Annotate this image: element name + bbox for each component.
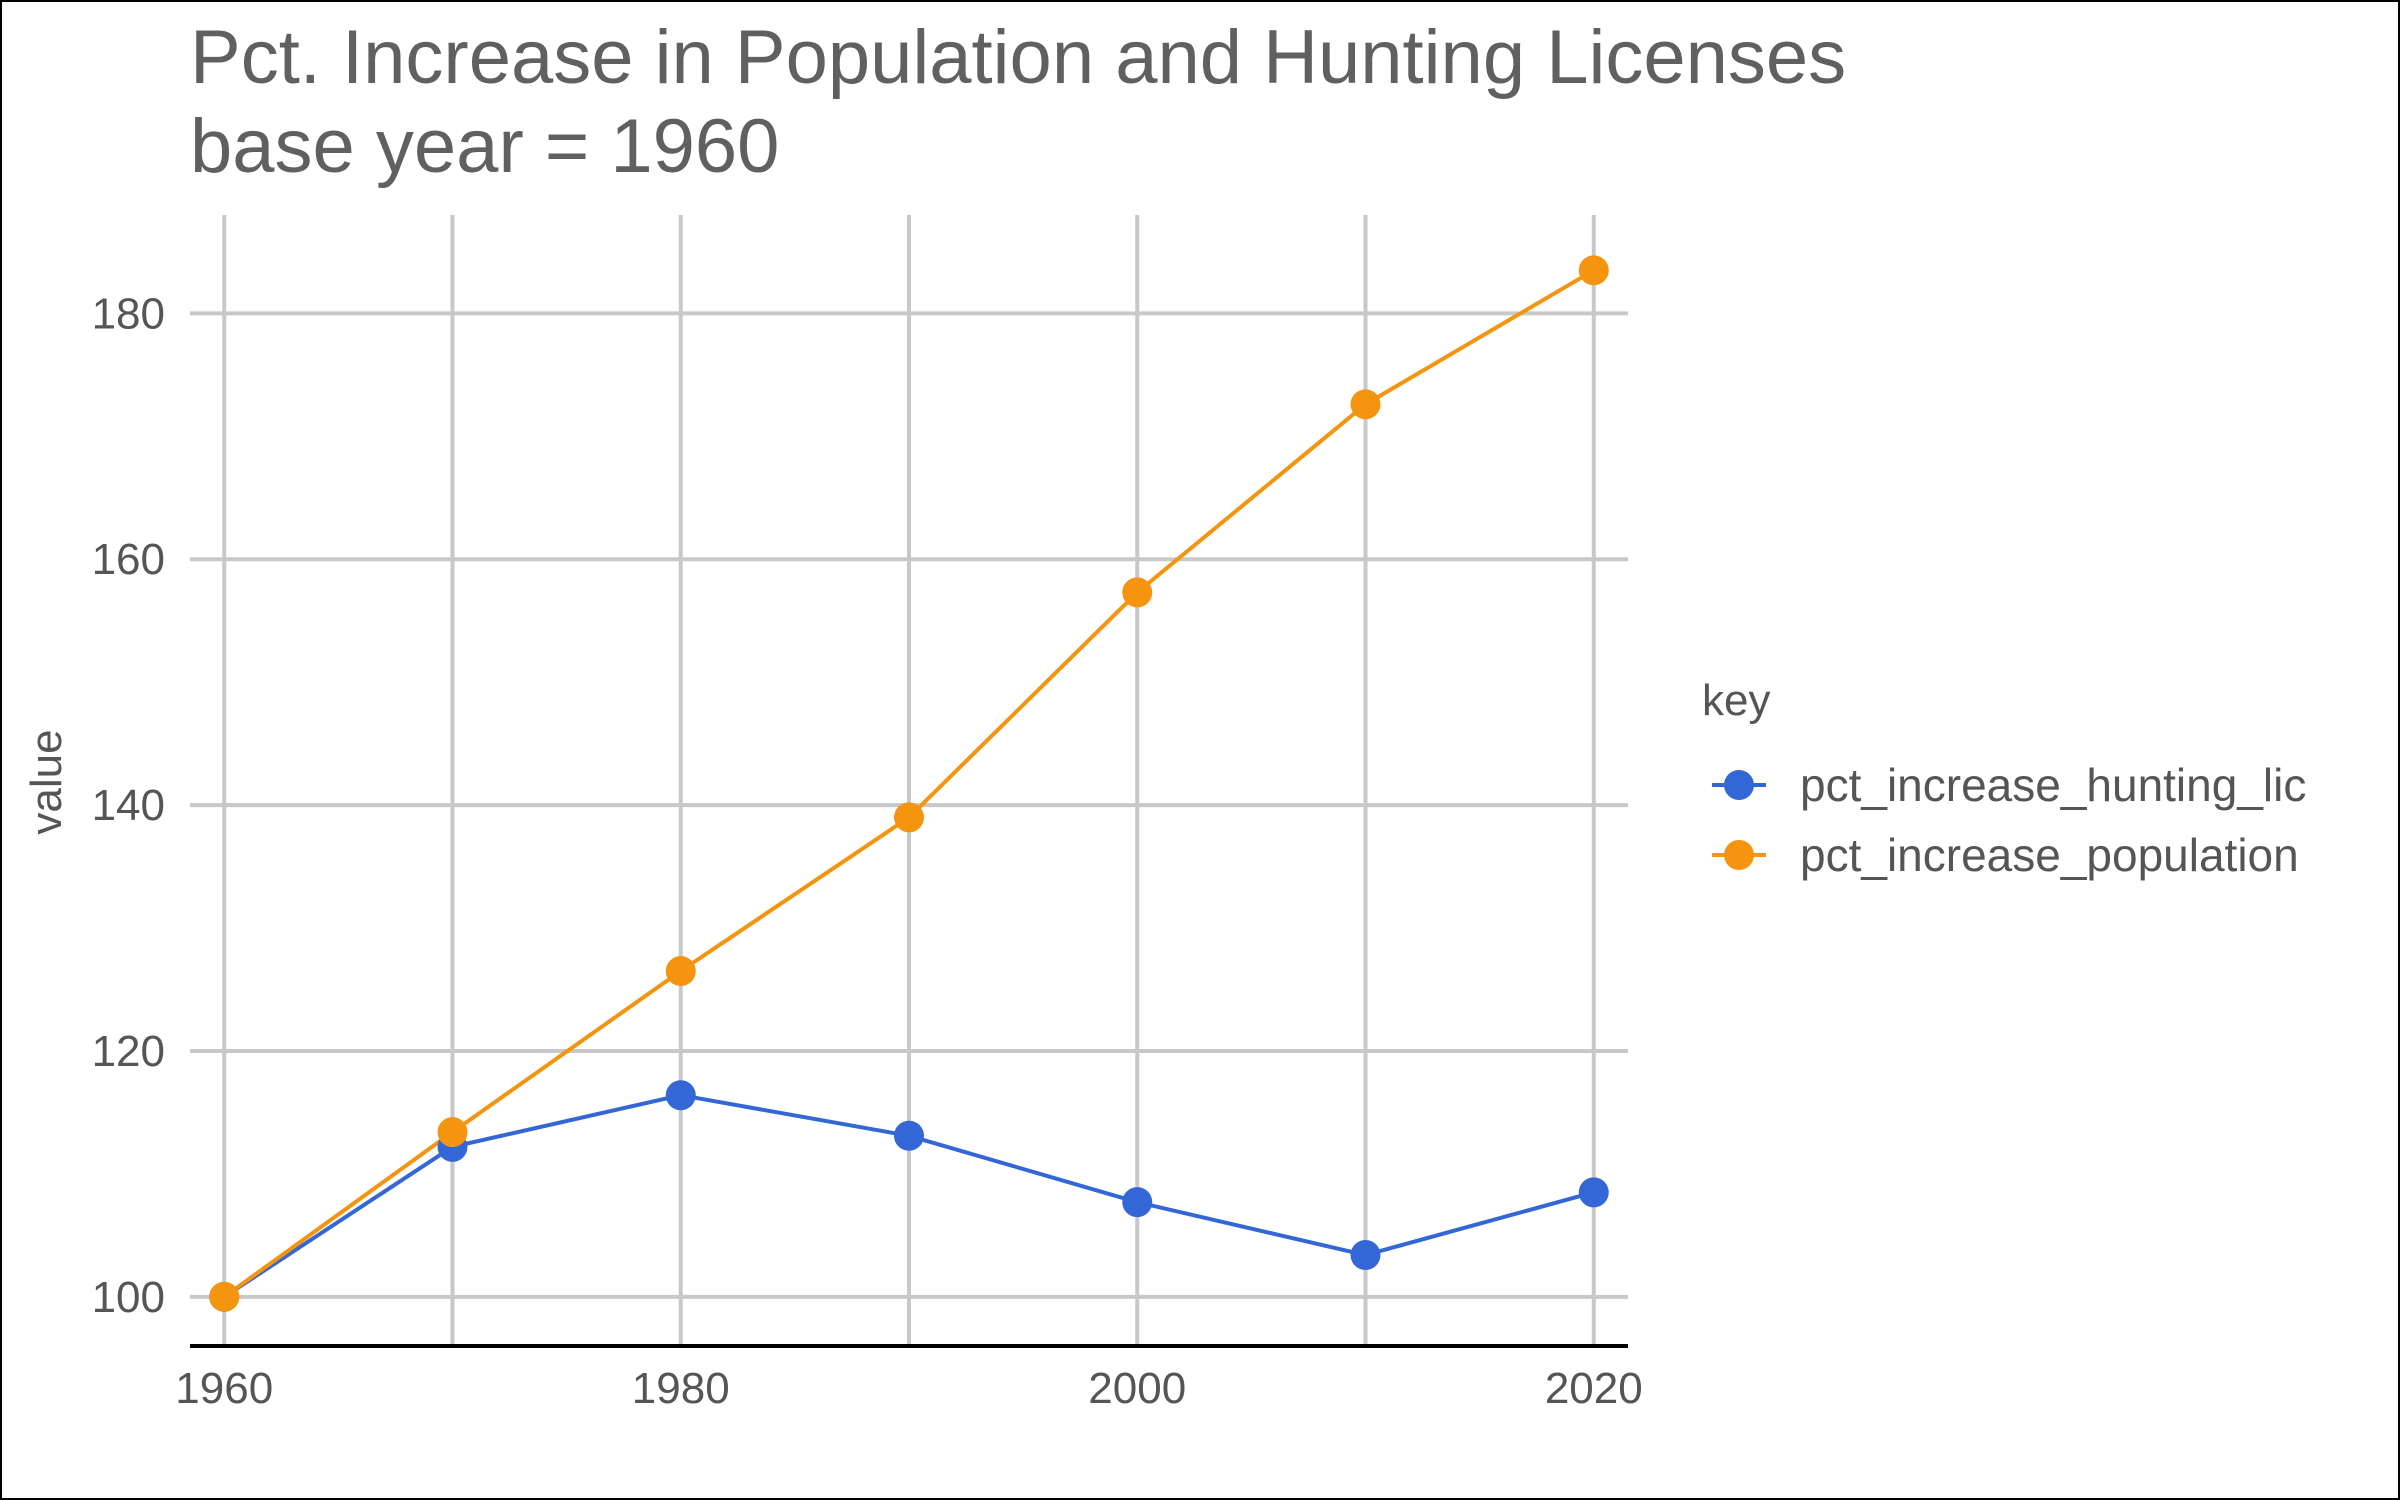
y-tick-label: 100 <box>92 1273 165 1322</box>
axes: 1960 1980 2000 2020 100 120 140 160 180 <box>92 289 1643 1413</box>
data-point-pct_increase_hunting_lic <box>665 1080 696 1111</box>
data-point-pct_increase_population <box>1122 577 1153 608</box>
y-tick-label: 140 <box>92 781 165 830</box>
legend-item: pct_increase_hunting_lic <box>1712 759 2306 811</box>
x-tick-label: 2000 <box>1088 1364 1186 1413</box>
series <box>209 255 1609 1312</box>
legend-label: pct_increase_population <box>1800 829 2299 881</box>
legend: key pct_increase_hunting_lic pct_increase… <box>1702 676 2306 881</box>
data-point-pct_increase_hunting_lic <box>1578 1177 1609 1208</box>
data-point-pct_increase_population <box>209 1281 240 1312</box>
data-point-pct_increase_population <box>1578 255 1609 286</box>
data-point-pct_increase_hunting_lic <box>894 1120 924 1151</box>
x-tick-label: 1960 <box>175 1364 273 1413</box>
data-point-pct_increase_population <box>665 956 696 987</box>
y-tick-label: 120 <box>92 1027 165 1076</box>
data-point-pct_increase_population <box>894 802 924 833</box>
data-point-pct_increase_population <box>1350 389 1381 420</box>
legend-title: key <box>1702 676 1770 725</box>
chart-subtitle: base year = 1960 <box>190 104 779 189</box>
y-tick-label: 180 <box>92 289 165 338</box>
legend-item: pct_increase_population <box>1712 829 2299 881</box>
data-point-pct_increase_hunting_lic <box>1122 1187 1153 1218</box>
chart-title: Pct. Increase in Population and Hunting … <box>190 15 1846 100</box>
x-tick-label: 1980 <box>632 1364 730 1413</box>
y-tick-label: 160 <box>92 535 165 584</box>
data-point-pct_increase_population <box>437 1117 468 1148</box>
legend-key-point <box>1724 840 1754 870</box>
legend-key-point <box>1724 770 1754 800</box>
y-axis-title: value <box>22 729 71 834</box>
x-tick-label: 2020 <box>1545 1364 1643 1413</box>
legend-label: pct_increase_hunting_lic <box>1800 759 2306 811</box>
data-point-pct_increase_hunting_lic <box>1350 1240 1381 1271</box>
